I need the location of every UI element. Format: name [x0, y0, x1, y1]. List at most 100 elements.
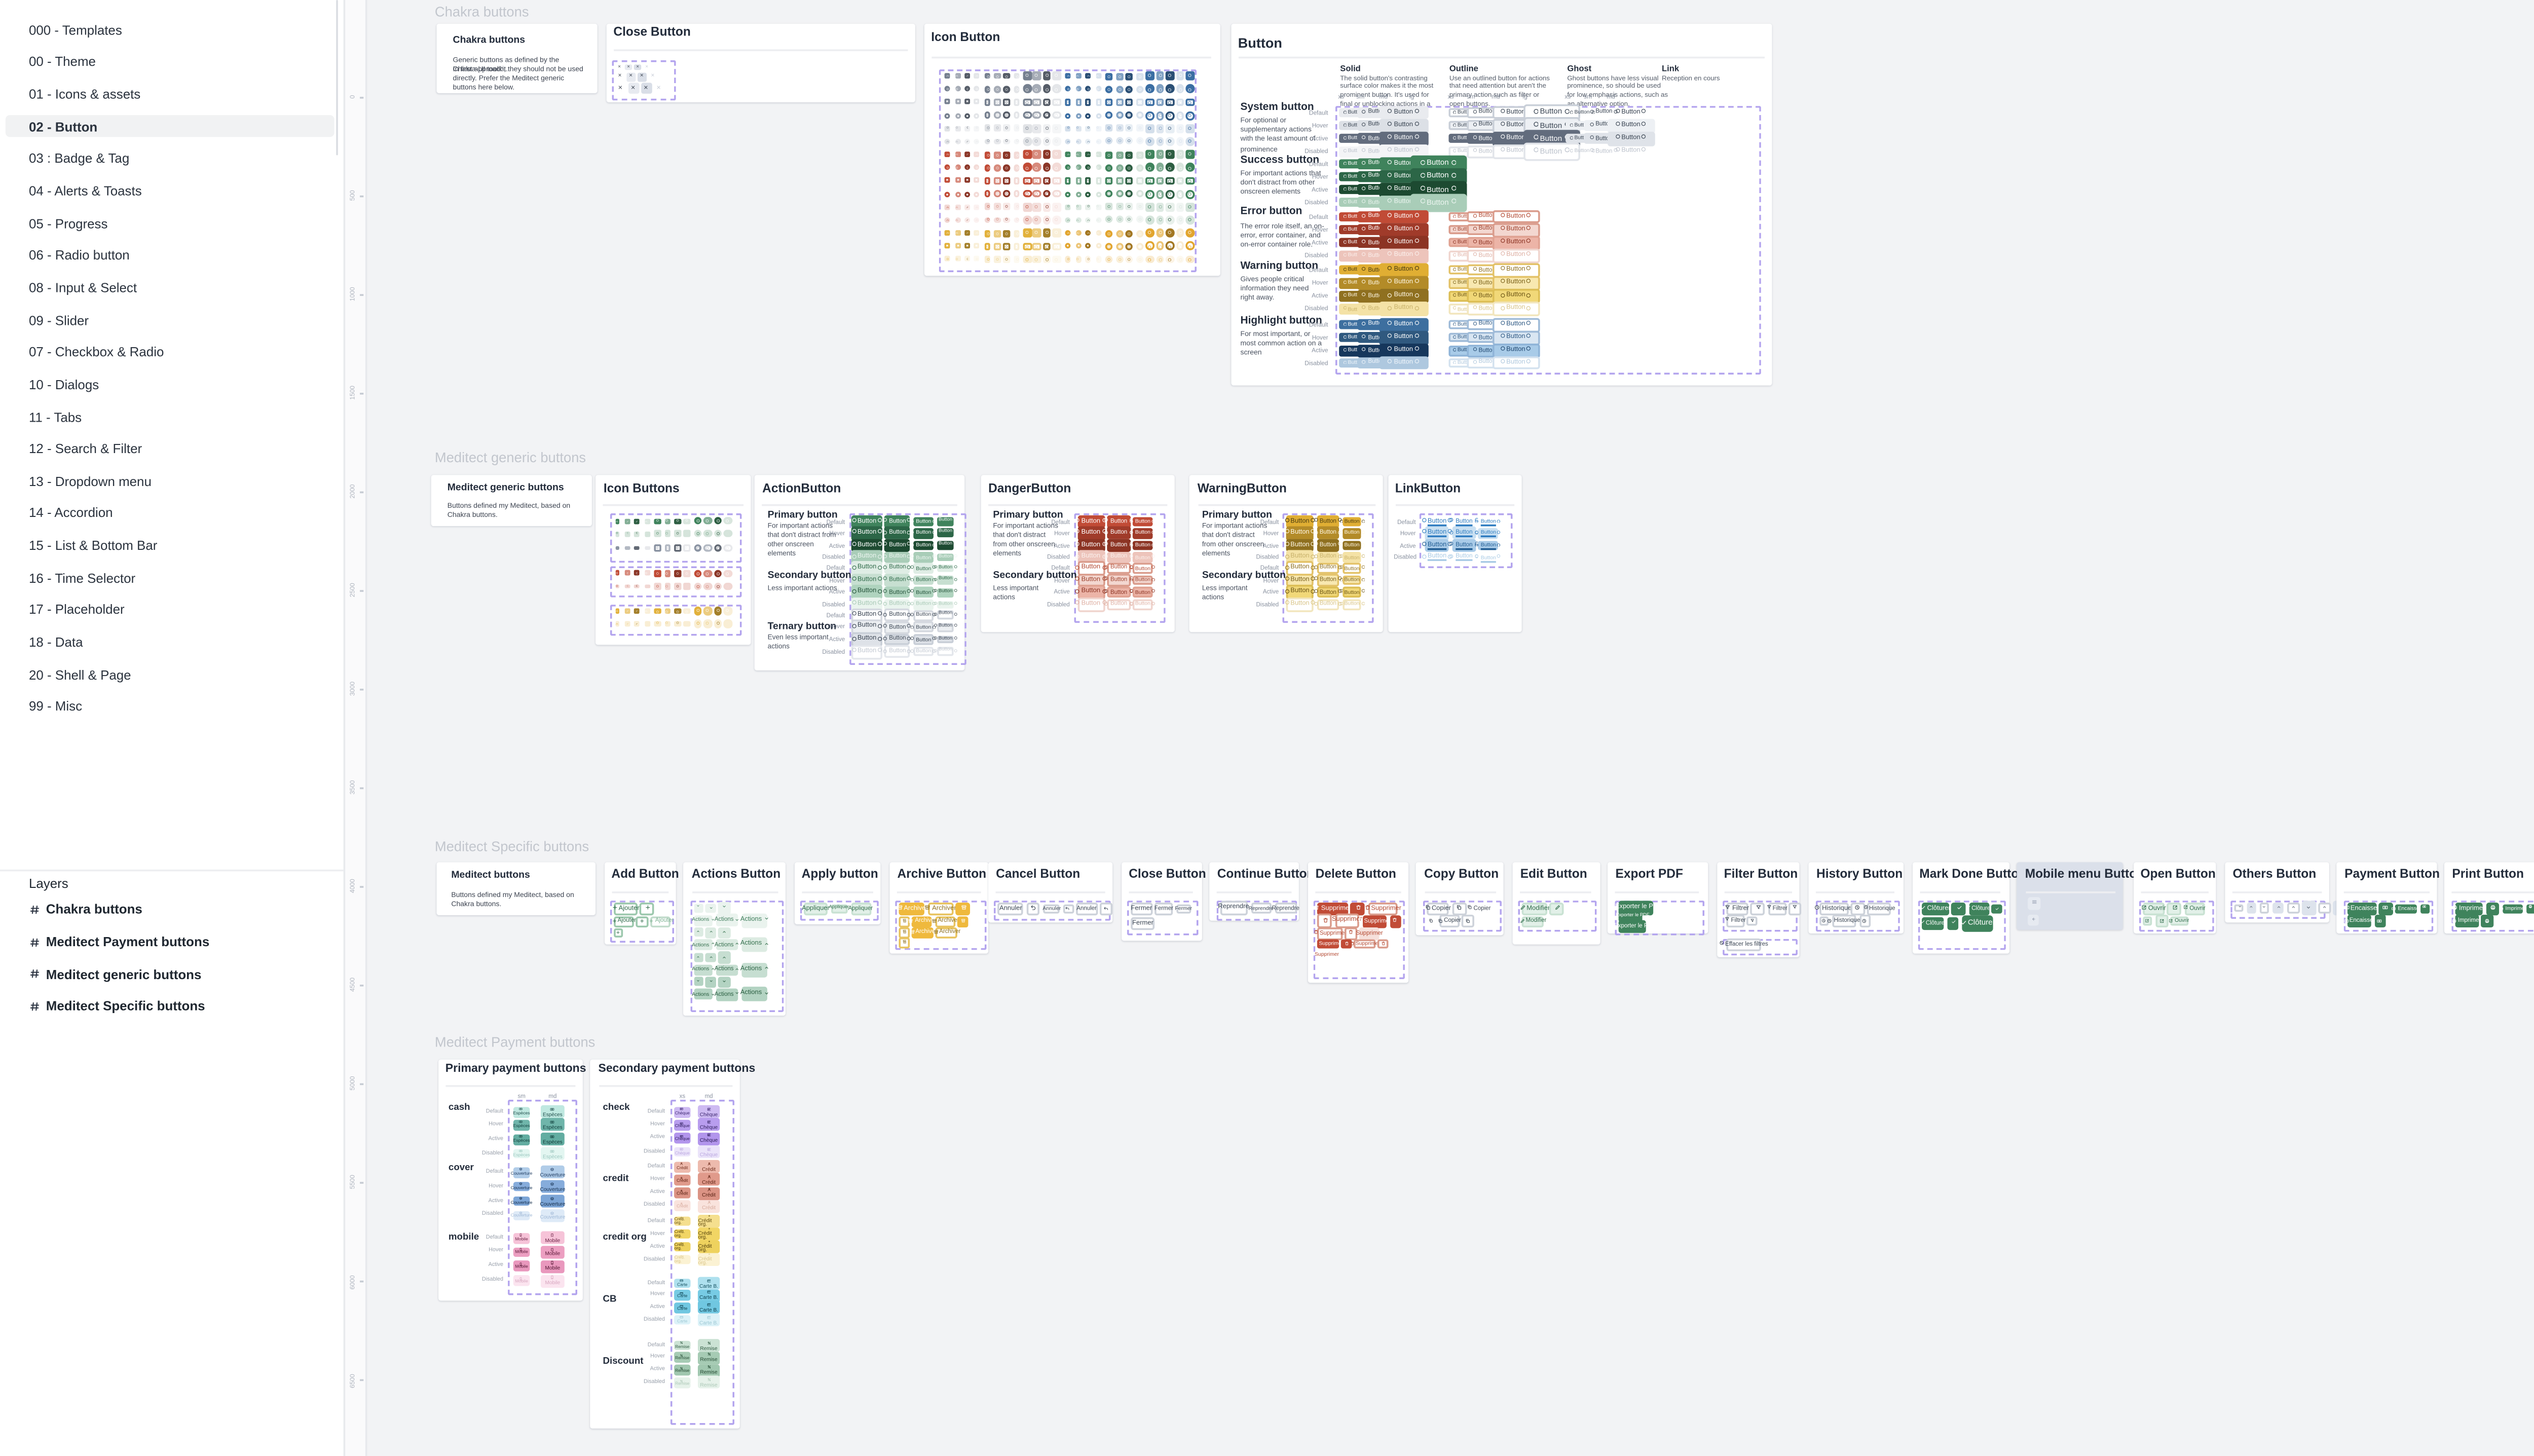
- button-button[interactable]: Button: [883, 562, 912, 575]
- payment-esp-ces-button[interactable]: Espèces: [540, 1133, 565, 1146]
- icon-button[interactable]: [1003, 111, 1011, 119]
- icon-button[interactable]: [964, 125, 971, 131]
- icon-button[interactable]: [703, 582, 712, 590]
- chevU-button[interactable]: [2272, 902, 2285, 915]
- icon-button[interactable]: [1075, 125, 1082, 132]
- icon-button[interactable]: [1126, 216, 1133, 224]
- button-button[interactable]: Button: [1421, 550, 1453, 565]
- icon-button[interactable]: [993, 216, 1001, 224]
- icon-button[interactable]: [955, 138, 961, 144]
- payment-esp-ces-button[interactable]: Espèces: [512, 1106, 531, 1117]
- icon-button[interactable]: [1052, 242, 1061, 251]
- annuler-button[interactable]: Annuler: [1076, 903, 1097, 915]
- button-button[interactable]: Button: [1130, 587, 1156, 598]
- button-button[interactable]: Button: [1075, 538, 1107, 553]
- icon-button[interactable]: [984, 255, 991, 263]
- icon-button[interactable]: [634, 621, 640, 626]
- icon-button[interactable]: [654, 608, 661, 615]
- encaisser-button[interactable]: Encaisser: [2392, 904, 2421, 914]
- icon-button[interactable]: [1186, 229, 1195, 238]
- icon-button[interactable]: [1135, 242, 1143, 250]
- button-button[interactable]: Button: [851, 538, 883, 553]
- button-button[interactable]: Button: [1522, 142, 1580, 161]
- icon-button[interactable]: [1166, 150, 1175, 159]
- icon-button[interactable]: [1115, 164, 1123, 172]
- icon-button[interactable]: [1013, 177, 1020, 184]
- icon-button[interactable]: [1166, 255, 1175, 264]
- icon-button[interactable]: [1052, 255, 1061, 264]
- icon-button[interactable]: [1013, 230, 1020, 237]
- icon-button[interactable]: [1023, 190, 1031, 198]
- icon-button[interactable]: [1013, 216, 1020, 224]
- chevU-button[interactable]: [2287, 902, 2299, 915]
- button-button[interactable]: Button: [1492, 317, 1540, 332]
- button-button[interactable]: Button: [1339, 587, 1365, 598]
- icon-button[interactable]: [1095, 125, 1102, 132]
- icon-button[interactable]: [1075, 138, 1082, 144]
- icon-button[interactable]: [1032, 98, 1041, 106]
- icon-button[interactable]: [1032, 85, 1041, 94]
- cash-button[interactable]: [2420, 904, 2429, 913]
- icon-button[interactable]: [945, 178, 951, 184]
- icon-button[interactable]: [1003, 203, 1011, 211]
- icon-button[interactable]: [1115, 203, 1123, 211]
- payment-carte-b-button[interactable]: Carte B.: [698, 1301, 720, 1315]
- icon-button[interactable]: [1145, 71, 1155, 81]
- icon-button[interactable]: [1145, 110, 1155, 120]
- icon-button[interactable]: [1176, 97, 1185, 107]
- icon-button[interactable]: [1023, 71, 1031, 81]
- cl-turer-button[interactable]: Clôturer: [1961, 914, 1995, 932]
- sidebar-page-15-list-bottom-bar[interactable]: 15 - List & Bottom Bar: [28, 537, 158, 554]
- button-button[interactable]: Button: [911, 587, 937, 598]
- button-button[interactable]: Button: [911, 600, 937, 610]
- icon-button[interactable]: [1003, 98, 1011, 106]
- icon-button[interactable]: [993, 125, 1001, 132]
- icon-button[interactable]: [694, 569, 702, 577]
- icon-button[interactable]: [1065, 73, 1071, 79]
- icon-button[interactable]: [964, 165, 971, 171]
- supprimer-button[interactable]: Supprimer: [1314, 949, 1339, 957]
- annuler-button[interactable]: Annuler: [998, 902, 1024, 917]
- sidebar-page-04-alerts-toasts[interactable]: 04 - Alerts & Toasts: [28, 182, 142, 199]
- icon-button[interactable]: [1166, 85, 1175, 94]
- icon-button[interactable]: [1126, 85, 1133, 93]
- icon-button[interactable]: [1135, 72, 1143, 80]
- payment-mobile-button[interactable]: Mobile: [512, 1247, 531, 1258]
- button-button[interactable]: Button: [1130, 540, 1156, 551]
- icon-button[interactable]: [703, 569, 712, 577]
- copy-button[interactable]: [1451, 902, 1467, 916]
- icon-button[interactable]: [1003, 72, 1011, 80]
- actions-button[interactable]: Actions: [692, 989, 714, 1000]
- button-button[interactable]: Button: [1379, 222, 1428, 237]
- icon-button[interactable]: [1085, 256, 1092, 263]
- button-button[interactable]: Button: [883, 633, 912, 646]
- icon-button[interactable]: [1186, 85, 1195, 94]
- button-button[interactable]: Button: [911, 540, 937, 551]
- icon-button[interactable]: [945, 230, 951, 236]
- icon-button[interactable]: [1105, 255, 1113, 263]
- icon-button[interactable]: [624, 621, 630, 626]
- payment-remise-button[interactable]: Remise: [698, 1364, 720, 1377]
- menu-button[interactable]: [2027, 897, 2042, 911]
- icon-button[interactable]: [984, 85, 991, 93]
- icon-button[interactable]: [1126, 164, 1133, 172]
- archive-button[interactable]: [958, 916, 968, 927]
- icon-button[interactable]: [1003, 216, 1011, 224]
- layer-meditect-specific-buttons[interactable]: Meditect Specific buttons: [0, 990, 344, 1023]
- payment-remise-button[interactable]: Remise: [674, 1340, 690, 1351]
- icon-button[interactable]: [1095, 230, 1102, 236]
- icon-button[interactable]: [1186, 137, 1195, 146]
- icon-button[interactable]: [1003, 151, 1011, 158]
- icon-button[interactable]: [1095, 99, 1102, 105]
- icon-button[interactable]: [1042, 215, 1051, 225]
- icon-button[interactable]: [664, 530, 671, 537]
- icon-button[interactable]: [694, 517, 702, 526]
- icon-button[interactable]: [1176, 137, 1185, 146]
- icon-button[interactable]: [1176, 71, 1185, 81]
- plus-button[interactable]: [640, 902, 655, 916]
- icon-button[interactable]: [694, 530, 702, 538]
- button-button[interactable]: Button: [1492, 209, 1540, 224]
- chevD-button[interactable]: [2234, 904, 2244, 913]
- sidebar-page-11-tabs[interactable]: 11 - Tabs: [28, 408, 82, 425]
- icon-button[interactable]: [1145, 255, 1155, 264]
